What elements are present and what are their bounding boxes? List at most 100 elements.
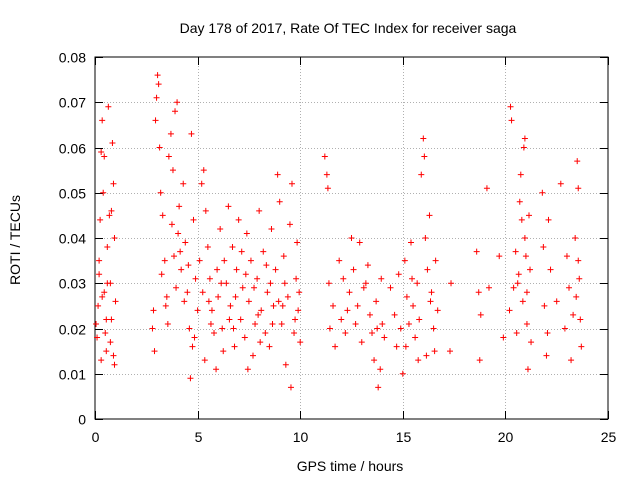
data-point bbox=[293, 275, 300, 282]
data-point bbox=[235, 216, 242, 223]
data-point bbox=[521, 135, 528, 142]
data-point bbox=[393, 343, 400, 350]
data-point bbox=[362, 280, 369, 287]
data-point bbox=[296, 289, 303, 296]
data-point bbox=[211, 330, 218, 337]
data-point bbox=[107, 339, 114, 346]
data-point bbox=[568, 357, 575, 364]
data-point bbox=[161, 257, 168, 264]
data-point bbox=[434, 307, 441, 314]
data-point bbox=[214, 266, 221, 273]
data-point bbox=[254, 275, 261, 282]
data-point bbox=[152, 117, 159, 124]
data-point bbox=[220, 348, 227, 355]
data-point bbox=[513, 330, 520, 337]
data-point bbox=[175, 230, 182, 237]
data-point bbox=[418, 171, 425, 178]
data-point bbox=[475, 289, 482, 296]
data-point bbox=[110, 180, 117, 187]
data-point bbox=[171, 253, 178, 260]
data-point bbox=[325, 280, 332, 287]
data-point bbox=[340, 275, 347, 282]
data-point bbox=[420, 135, 427, 142]
data-point bbox=[563, 253, 570, 260]
data-point bbox=[278, 320, 285, 327]
data-point bbox=[284, 293, 291, 300]
data-point bbox=[225, 203, 232, 210]
data-point bbox=[108, 207, 115, 214]
data-point bbox=[182, 239, 189, 246]
data-point bbox=[219, 325, 226, 332]
data-point bbox=[575, 185, 582, 192]
data-point bbox=[149, 325, 156, 332]
data-point bbox=[269, 320, 276, 327]
data-point bbox=[515, 271, 522, 278]
data-point bbox=[229, 244, 236, 251]
data-point bbox=[573, 293, 580, 300]
data-point bbox=[153, 94, 160, 101]
y-tick-label: 0.08 bbox=[59, 50, 86, 66]
data-point bbox=[519, 298, 526, 305]
data-point bbox=[412, 334, 419, 341]
data-point bbox=[321, 153, 328, 160]
data-point bbox=[395, 271, 402, 278]
data-point bbox=[158, 271, 165, 278]
data-point bbox=[207, 320, 214, 327]
data-point bbox=[247, 257, 254, 264]
data-point bbox=[150, 307, 157, 314]
y-axis-label: ROTI / TECUs bbox=[7, 195, 23, 285]
data-point bbox=[217, 225, 224, 232]
data-point bbox=[111, 361, 118, 368]
data-point bbox=[540, 244, 547, 251]
data-point bbox=[96, 271, 103, 278]
data-point bbox=[338, 316, 345, 323]
data-point bbox=[408, 239, 415, 246]
data-point bbox=[163, 293, 170, 300]
data-point bbox=[409, 275, 416, 282]
data-point bbox=[350, 266, 357, 273]
data-point bbox=[541, 302, 548, 309]
y-tick-label: 0.01 bbox=[59, 367, 86, 383]
data-point bbox=[111, 235, 118, 241]
data-point bbox=[267, 280, 274, 287]
data-point bbox=[205, 298, 212, 305]
data-point bbox=[200, 167, 207, 174]
data-point bbox=[181, 298, 188, 305]
x-tick-label: 10 bbox=[293, 429, 309, 445]
data-point bbox=[512, 248, 519, 255]
data-point bbox=[377, 366, 384, 373]
y-tick-label: 0 bbox=[78, 412, 86, 428]
data-point bbox=[99, 117, 106, 124]
data-point bbox=[250, 352, 257, 359]
grid-lines bbox=[95, 57, 608, 419]
data-point bbox=[354, 302, 361, 309]
data-point bbox=[553, 298, 560, 305]
data-points bbox=[93, 72, 585, 391]
data-point bbox=[177, 248, 184, 255]
data-point bbox=[272, 266, 279, 273]
data-point bbox=[522, 253, 529, 260]
data-point bbox=[151, 348, 158, 355]
data-point bbox=[577, 316, 584, 323]
data-point bbox=[199, 289, 206, 296]
chart-title: Day 178 of 2017, Rate Of TEC Index for r… bbox=[180, 20, 517, 36]
data-point bbox=[173, 284, 180, 291]
data-point bbox=[401, 257, 408, 264]
data-point bbox=[557, 180, 564, 187]
data-point bbox=[191, 334, 198, 341]
data-point bbox=[93, 320, 100, 327]
data-point bbox=[279, 302, 286, 309]
data-point bbox=[545, 216, 552, 223]
data-point bbox=[270, 302, 277, 309]
data-point bbox=[233, 266, 240, 273]
data-point bbox=[194, 307, 201, 314]
data-point bbox=[251, 284, 258, 291]
data-point bbox=[473, 248, 480, 255]
data-point bbox=[110, 352, 117, 359]
data-point bbox=[101, 153, 108, 160]
data-point bbox=[286, 221, 293, 228]
data-point bbox=[231, 343, 238, 350]
data-point bbox=[543, 352, 550, 359]
data-point bbox=[323, 171, 330, 178]
data-point bbox=[95, 302, 102, 309]
